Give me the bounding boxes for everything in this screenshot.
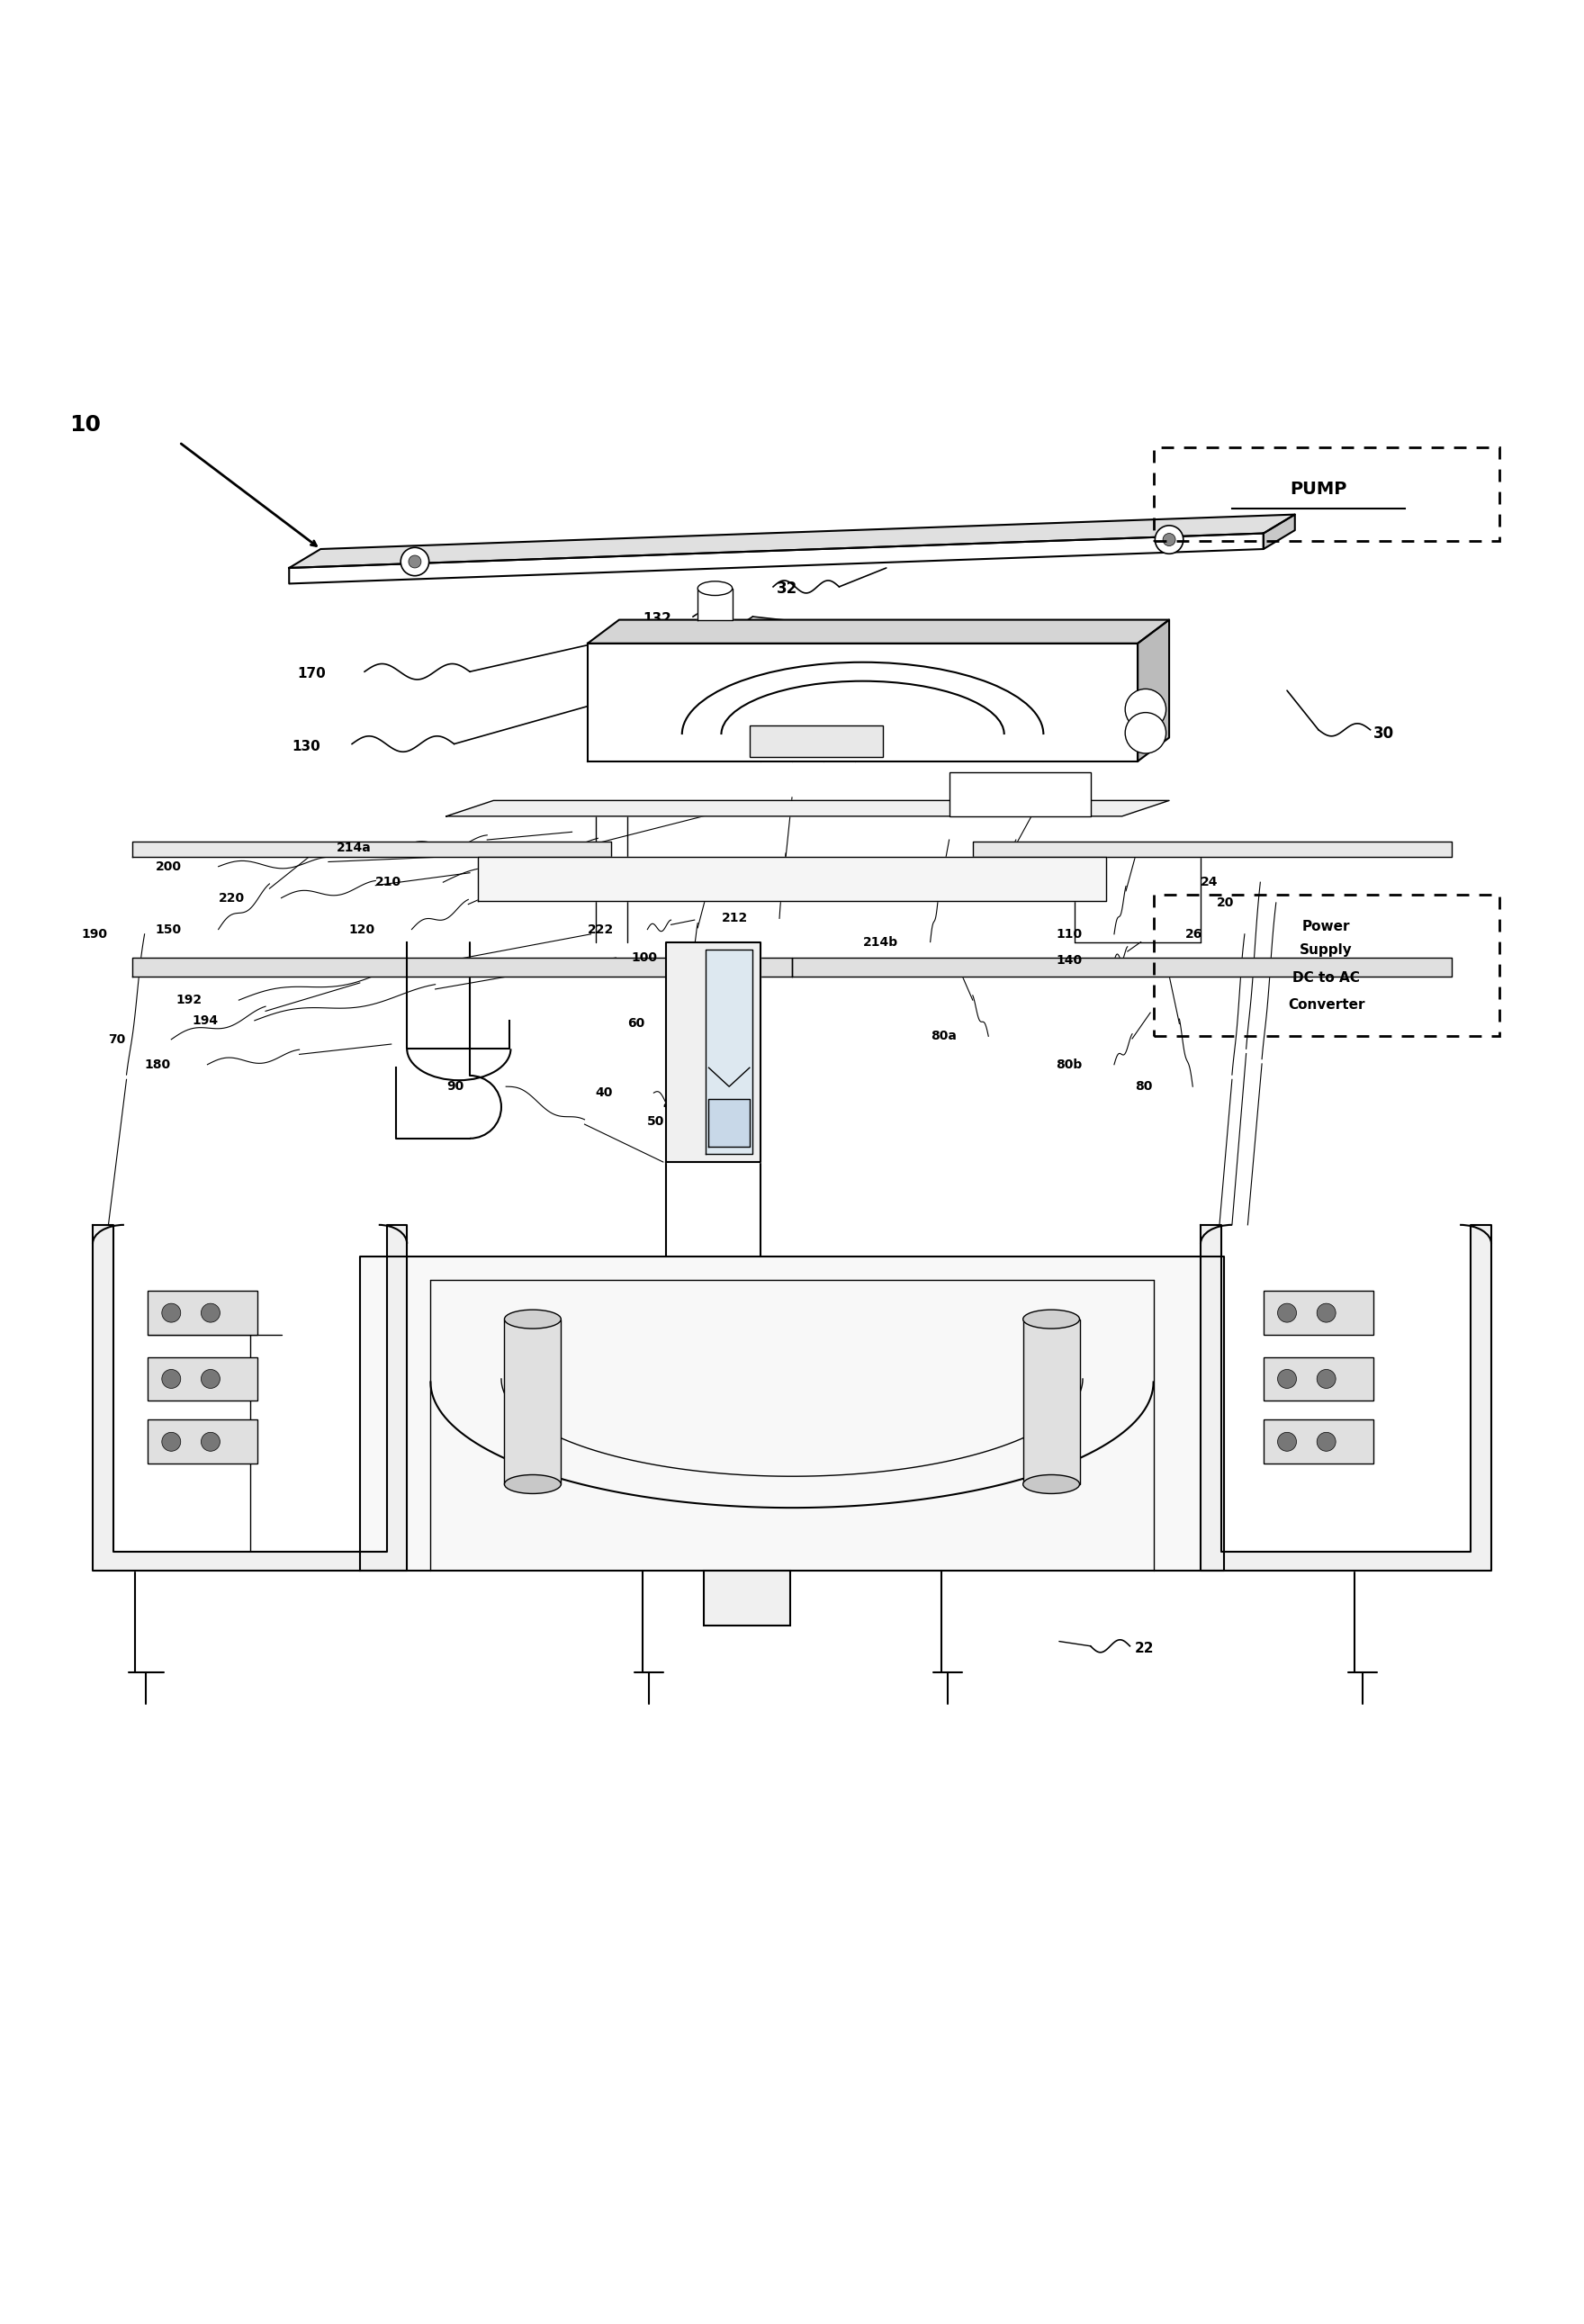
Text: 214b: 214b: [863, 937, 898, 948]
Text: 22: 22: [1134, 1641, 1153, 1655]
Text: 120: 120: [348, 923, 375, 937]
Bar: [749, 725, 884, 758]
Ellipse shape: [697, 581, 732, 595]
Ellipse shape: [504, 1476, 561, 1494]
Bar: [1264, 1357, 1373, 1401]
Text: DC to AC: DC to AC: [1293, 971, 1361, 985]
Circle shape: [162, 1369, 181, 1387]
Text: 110: 110: [1057, 927, 1082, 941]
Polygon shape: [588, 644, 1137, 762]
Polygon shape: [290, 514, 1294, 567]
Polygon shape: [131, 841, 611, 858]
Text: 210: 210: [375, 876, 402, 888]
Bar: [147, 1290, 258, 1334]
Text: 192: 192: [176, 995, 203, 1006]
Bar: [1264, 1420, 1373, 1464]
Bar: [1153, 895, 1498, 1037]
Circle shape: [201, 1369, 220, 1387]
Text: 100: 100: [632, 951, 657, 964]
Text: 40: 40: [596, 1088, 613, 1099]
Text: 214a: 214a: [336, 841, 371, 853]
Bar: [703, 1571, 790, 1624]
Circle shape: [401, 548, 429, 576]
Text: 80a: 80a: [930, 1030, 957, 1043]
Text: 50: 50: [648, 1116, 665, 1127]
Text: 222: 222: [588, 923, 615, 937]
Circle shape: [201, 1432, 220, 1450]
Text: 160: 160: [930, 888, 957, 902]
Text: 30: 30: [1373, 725, 1394, 741]
Text: 10: 10: [70, 414, 101, 435]
Text: 70: 70: [108, 1034, 125, 1046]
Circle shape: [1163, 532, 1175, 546]
Text: 150: 150: [155, 923, 182, 937]
Circle shape: [1155, 525, 1183, 553]
Polygon shape: [697, 588, 732, 621]
Polygon shape: [290, 532, 1264, 583]
Text: 200: 200: [155, 860, 182, 874]
Circle shape: [162, 1304, 181, 1322]
Bar: [1023, 1320, 1080, 1485]
Text: 220: 220: [219, 892, 244, 904]
Circle shape: [1316, 1304, 1335, 1322]
Bar: [1264, 1290, 1373, 1334]
Text: 170: 170: [296, 667, 326, 681]
Circle shape: [1316, 1369, 1335, 1387]
Text: Power: Power: [1302, 920, 1351, 932]
Text: 90: 90: [447, 1081, 464, 1092]
Bar: [504, 1320, 561, 1485]
Text: 32: 32: [776, 581, 797, 597]
Text: 140: 140: [1057, 955, 1082, 967]
Circle shape: [1278, 1432, 1296, 1450]
Polygon shape: [1201, 1225, 1491, 1571]
Bar: [949, 772, 1091, 816]
Text: 26: 26: [1185, 927, 1202, 941]
Text: 190: 190: [82, 927, 108, 941]
Polygon shape: [131, 957, 792, 976]
Circle shape: [1278, 1304, 1296, 1322]
Circle shape: [162, 1432, 181, 1450]
Text: 80: 80: [1134, 1081, 1152, 1092]
Circle shape: [1278, 1369, 1296, 1387]
Polygon shape: [1264, 514, 1294, 548]
Polygon shape: [588, 621, 1169, 644]
Text: 130: 130: [293, 739, 322, 753]
Bar: [147, 1357, 258, 1401]
Text: 180: 180: [144, 1057, 171, 1071]
Ellipse shape: [1023, 1311, 1080, 1329]
Polygon shape: [93, 1225, 407, 1571]
Ellipse shape: [504, 1311, 561, 1329]
Text: 212: 212: [721, 911, 748, 925]
Polygon shape: [447, 799, 1169, 816]
Text: 24: 24: [1201, 876, 1218, 888]
Polygon shape: [1137, 621, 1169, 762]
Circle shape: [1125, 688, 1166, 730]
Circle shape: [1125, 713, 1166, 753]
Polygon shape: [478, 858, 1106, 902]
Bar: [1153, 446, 1498, 541]
Polygon shape: [360, 1257, 1224, 1571]
Text: 194: 194: [192, 1013, 219, 1027]
Polygon shape: [667, 941, 760, 1162]
Text: Converter: Converter: [1288, 997, 1365, 1011]
Text: 40a: 40a: [664, 1099, 689, 1111]
Ellipse shape: [1023, 1476, 1080, 1494]
Bar: [147, 1420, 258, 1464]
Polygon shape: [792, 957, 1453, 976]
Text: 60: 60: [627, 1018, 645, 1030]
Polygon shape: [973, 841, 1453, 858]
Circle shape: [409, 555, 421, 567]
Text: 20: 20: [1217, 897, 1234, 909]
Text: Supply: Supply: [1300, 944, 1353, 957]
Text: PUMP: PUMP: [1289, 481, 1346, 497]
Text: 132: 132: [643, 611, 672, 625]
Polygon shape: [708, 1099, 749, 1146]
Circle shape: [1316, 1432, 1335, 1450]
Polygon shape: [705, 951, 752, 1155]
Circle shape: [201, 1304, 220, 1322]
Text: 80b: 80b: [1057, 1057, 1082, 1071]
